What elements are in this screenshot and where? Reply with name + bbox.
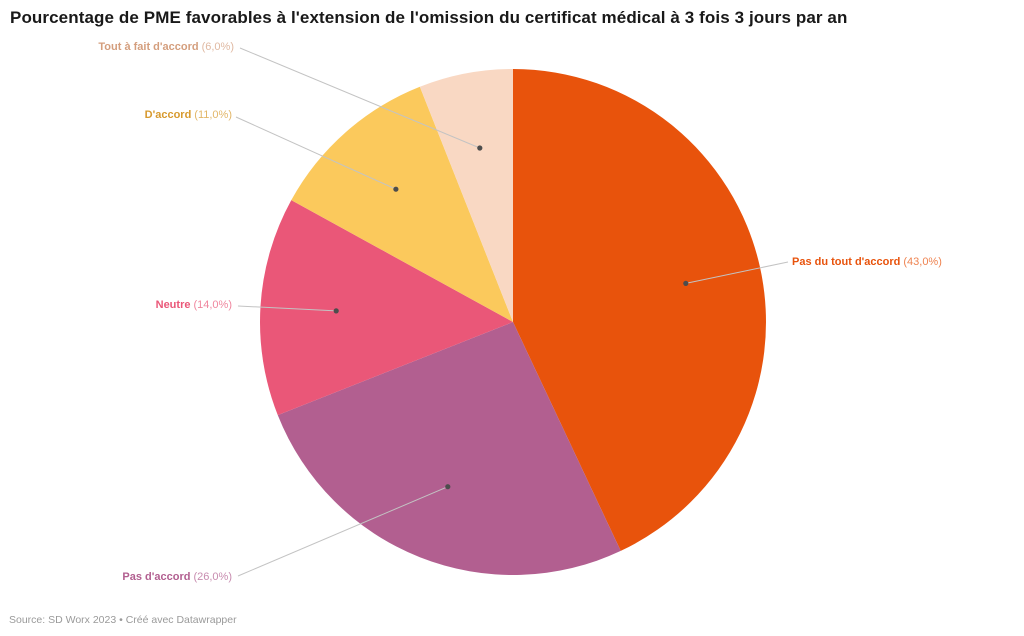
pie-slice-1[interactable] <box>277 322 621 575</box>
slice-label-daccord: D'accord (11,0%) <box>0 109 232 122</box>
slice-label-value: (26,0%) <box>193 571 232 583</box>
leader-line <box>237 486 448 577</box>
pie-slice-3[interactable] <box>291 86 513 323</box>
slice-label-pas-du-tout-daccord: Pas du tout d'accord (43,0%) <box>792 256 942 269</box>
leader-dot <box>333 308 339 314</box>
leader-line <box>235 116 397 190</box>
source-attribution: Source: SD Worx 2023 • Créé avec Datawra… <box>9 614 237 626</box>
slice-label-pas-daccord: Pas d'accord (26,0%) <box>0 571 232 584</box>
leader-dot <box>683 280 689 286</box>
slice-label-name: Pas d'accord <box>122 571 191 583</box>
slice-label-name: Neutre <box>155 299 191 311</box>
pie-slice-0[interactable] <box>513 69 766 551</box>
slice-label-tout-a-fait-daccord: Tout à fait d'accord (6,0%) <box>0 41 234 54</box>
leader-dot <box>393 186 399 192</box>
slice-label-name: Pas du tout d'accord <box>792 256 901 268</box>
leader-dot <box>477 145 483 151</box>
leader-line <box>237 305 337 312</box>
slice-label-name: D'accord <box>144 109 192 121</box>
leader-line <box>239 47 480 149</box>
chart-title: Pourcentage de PME favorables à l'extens… <box>10 8 848 27</box>
slice-label-value: (14,0%) <box>193 299 232 311</box>
slice-label-neutre: Neutre (14,0%) <box>0 299 232 312</box>
pie-slice-2[interactable] <box>259 200 513 416</box>
slice-label-value: (11,0%) <box>194 109 232 121</box>
slice-label-value: (43,0%) <box>903 256 942 268</box>
slice-label-value: (6,0%) <box>201 41 234 53</box>
slice-label-name: Tout à fait d'accord <box>98 41 199 53</box>
leader-dot <box>445 484 451 490</box>
leader-line <box>685 261 789 284</box>
